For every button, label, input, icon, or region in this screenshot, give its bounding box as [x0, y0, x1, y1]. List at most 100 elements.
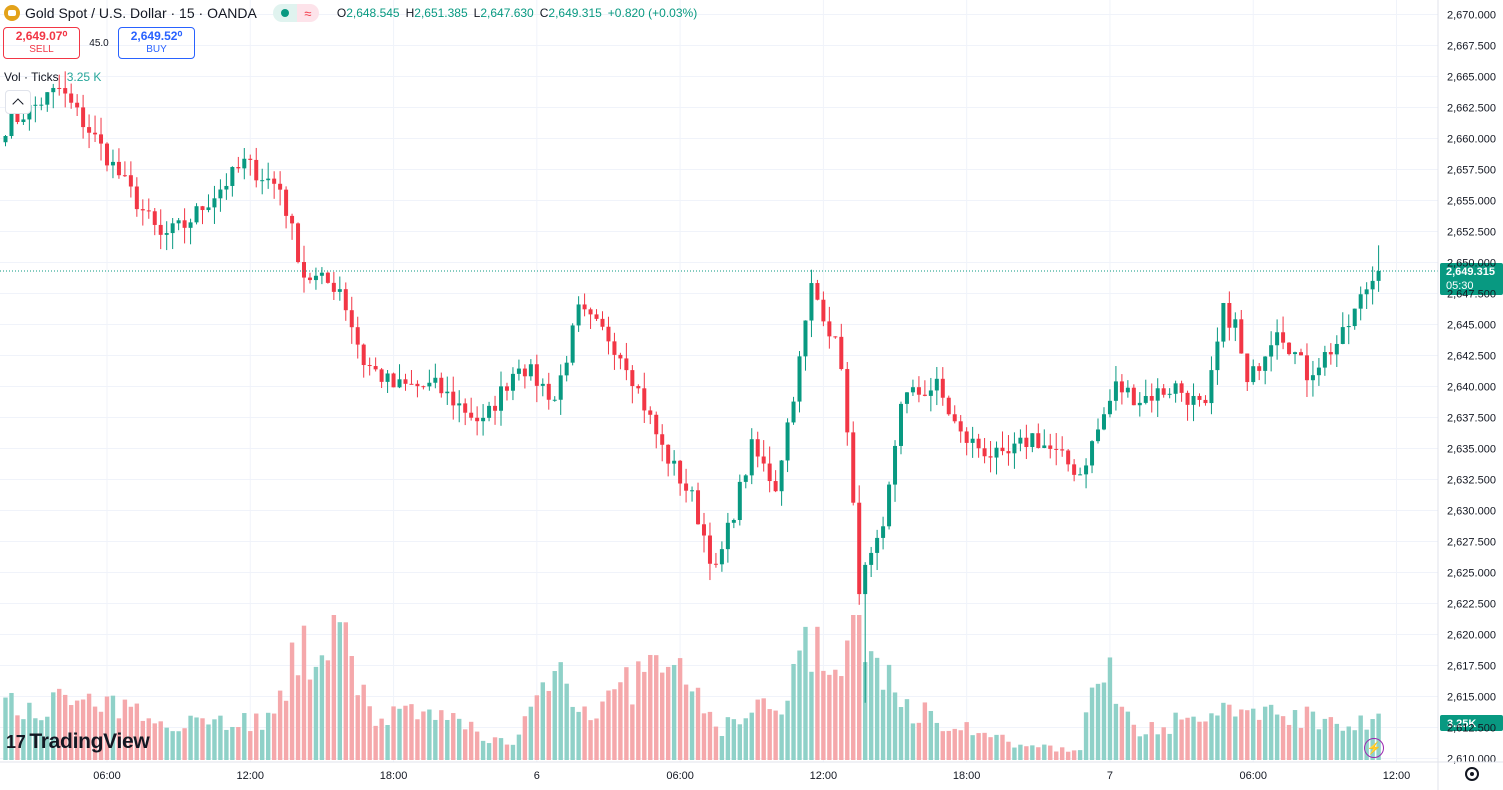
candle-body: [188, 222, 193, 228]
candle: [851, 421, 856, 506]
y-tick-label: 2,635.000: [1447, 444, 1496, 456]
volume-bar: [660, 672, 665, 760]
tradingview-logo[interactable]: 17 TradingView: [6, 730, 150, 754]
chevron-up-icon: [12, 98, 24, 110]
time-axis[interactable]: 06:00 12:00 18:00 6 06:00 12:00 18:00 7 06:00 12:…: [0, 761, 1503, 782]
candle: [1316, 357, 1321, 386]
candle-body: [487, 405, 492, 418]
market-open-icon[interactable]: [272, 4, 297, 22]
candle: [707, 522, 712, 581]
candle-body: [1024, 437, 1029, 448]
volume-bar: [994, 734, 999, 760]
candle: [672, 450, 677, 476]
volume-bar: [773, 710, 778, 760]
candle-body: [254, 159, 259, 181]
candle-body: [791, 401, 796, 423]
candle-body: [81, 107, 86, 128]
volume-bar: [1054, 751, 1059, 760]
candle-body: [128, 175, 133, 187]
volume-bar: [767, 709, 772, 760]
volume-bar: [1262, 706, 1268, 760]
y-tick-label: 2,642.500: [1447, 351, 1496, 363]
candle: [528, 359, 533, 381]
buy-price: 2,649.52⁰: [130, 29, 183, 43]
symbol-title[interactable]: Gold Spot / U.S. Dollar · 15 · OANDA: [25, 5, 257, 21]
candle-body: [982, 448, 987, 457]
candle-body: [379, 369, 384, 382]
volume-bar: [1113, 703, 1119, 760]
candle: [1263, 356, 1268, 385]
volume-bar: [719, 735, 725, 760]
volume-bar: [373, 725, 378, 760]
volume-bar: [498, 738, 504, 760]
candle: [290, 213, 295, 240]
volume-bar: [910, 723, 916, 760]
collapse-legend-button[interactable]: [5, 90, 31, 114]
candle-body: [1072, 464, 1077, 475]
candle-body: [403, 379, 408, 384]
price-axis[interactable]: 2,670.000 2,667.500 2,665.000 2,662.500 2,66…: [1437, 0, 1496, 790]
candle: [516, 359, 521, 381]
volume-bar: [474, 731, 480, 760]
candle: [1340, 312, 1345, 345]
volume-legend[interactable]: Vol · Ticks 3.25 K: [4, 70, 101, 84]
candle-body: [116, 161, 121, 176]
candle: [248, 154, 253, 176]
candle-body: [821, 299, 826, 322]
candle-body: [1096, 429, 1101, 442]
candle-body: [528, 364, 533, 377]
candle-body: [194, 206, 199, 223]
volume-bar: [1018, 744, 1023, 760]
candle-body: [200, 206, 205, 211]
candle: [570, 323, 575, 366]
volume-bar: [1179, 719, 1184, 760]
sell-button[interactable]: 2,649.07⁰ SELL: [3, 27, 80, 59]
candle-body: [1113, 381, 1118, 401]
volume-bar: [409, 704, 414, 760]
candle-body: [75, 102, 80, 108]
candle: [1012, 432, 1017, 469]
candle: [361, 343, 366, 378]
candle-body: [1263, 356, 1268, 371]
candle-body: [302, 262, 306, 278]
flash-icon[interactable]: ⚡: [1364, 738, 1384, 758]
candle-body: [558, 375, 563, 400]
settings-gear-icon[interactable]: [1465, 767, 1479, 781]
volume-bar: [1310, 711, 1316, 760]
candle: [427, 369, 432, 391]
volume-bar: [27, 702, 32, 760]
volume-bar: [1083, 712, 1089, 760]
candle-body: [1215, 341, 1220, 371]
volume-bar: [1048, 745, 1053, 760]
candle-body: [606, 326, 611, 342]
volume-bar: [922, 702, 928, 760]
candle: [1310, 360, 1315, 397]
candle-body: [45, 92, 50, 105]
candle-body: [1191, 395, 1196, 405]
volume-bar: [677, 658, 683, 760]
candle: [75, 94, 80, 117]
y-tick-label: 2,632.500: [1447, 475, 1496, 487]
candle: [236, 156, 241, 173]
wave-icon[interactable]: ≈: [296, 4, 319, 22]
candle: [910, 379, 915, 396]
volume-bar: [230, 726, 235, 760]
candle: [755, 431, 760, 468]
candle-body: [1173, 383, 1178, 394]
buy-button[interactable]: 2,649.52⁰ BUY: [118, 27, 195, 59]
candle: [713, 552, 718, 568]
candle: [1269, 331, 1274, 372]
volume-bar: [1077, 750, 1083, 760]
volume-bar: [319, 655, 325, 760]
candle-body: [773, 481, 778, 492]
volume-bar: [665, 666, 671, 760]
candle-body: [1334, 343, 1339, 355]
candle-body: [701, 524, 706, 536]
candle: [1287, 342, 1292, 356]
candle-body: [463, 403, 468, 413]
volume-bar: [248, 731, 253, 760]
candle-body: [1221, 302, 1226, 342]
volume-bar: [128, 706, 134, 760]
candle-body: [504, 386, 509, 391]
